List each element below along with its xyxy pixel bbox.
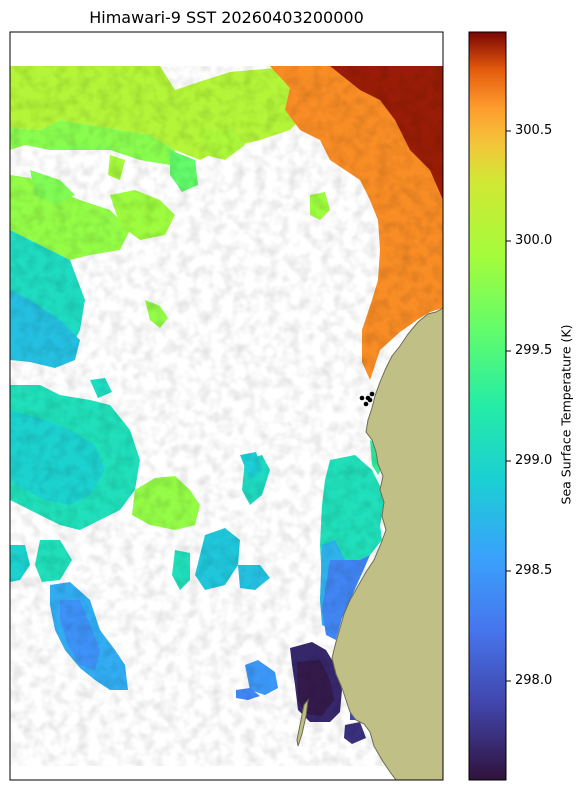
colorbar-tick-label: 300.5 [515,123,553,138]
land-mass [331,307,443,780]
colorbar-tick-label: 298.5 [515,563,553,578]
colorbar [468,31,511,781]
colorbar-frame [468,31,507,781]
station-marker [369,391,375,397]
colorbar-label: Sea Surface Temperature (K) [558,324,574,505]
map-frame [9,31,444,781]
colorbar-ticks [506,130,511,682]
station-marker [359,395,365,401]
map-area [10,32,443,780]
map-title: Himawari-9 SST 20260403200000 [89,8,364,27]
colorbar-gradient [469,32,506,780]
station-marker [367,397,373,403]
colorbar-tick-label: 300.0 [515,233,553,248]
station-marker [363,401,369,407]
stations [359,391,375,407]
colorbar-tick-label: 298.0 [515,673,553,688]
island [296,698,309,747]
colorbar-tick-label: 299.5 [515,343,553,358]
colorbar-tick-label: 299.0 [515,453,553,468]
